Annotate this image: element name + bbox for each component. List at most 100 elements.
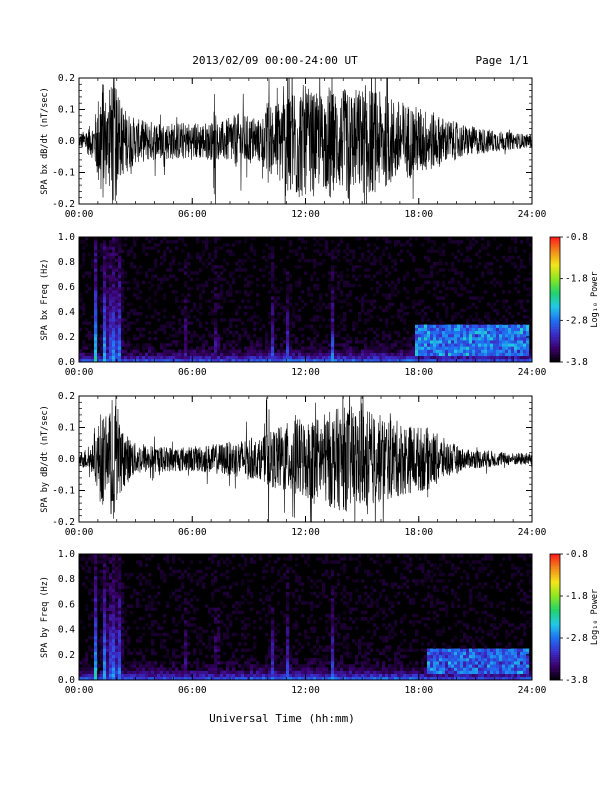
heatmap-cell — [436, 280, 440, 285]
heatmap-cell — [259, 670, 263, 674]
heatmap-cell — [244, 557, 248, 561]
heatmap-cell — [175, 594, 179, 599]
heatmap-cell — [208, 623, 212, 627]
heatmap-cell — [256, 610, 260, 615]
heatmap-cell — [289, 566, 293, 571]
heatmap-cell — [334, 249, 338, 253]
heatmap-cell — [88, 352, 92, 357]
heatmap-cell — [328, 617, 332, 621]
heatmap-cell — [340, 557, 344, 561]
heatmap-cell — [286, 287, 290, 291]
heatmap-cell — [418, 346, 422, 350]
heatmap-cell — [508, 255, 512, 260]
heatmap-cell — [112, 299, 116, 303]
heatmap-cell — [508, 330, 512, 335]
heatmap-cell — [325, 572, 329, 577]
heatmap-cell — [313, 670, 317, 674]
heatmap-cell — [343, 566, 347, 571]
heatmap-cell — [85, 657, 89, 662]
heatmap-cell — [286, 651, 290, 656]
heatmap-cell — [283, 330, 287, 335]
heatmap-cell — [115, 667, 119, 671]
heatmap-cell — [136, 312, 140, 316]
heatmap-cell — [319, 262, 323, 266]
heatmap-cell — [262, 676, 266, 681]
heatmap-cell — [208, 642, 212, 646]
heatmap-cell — [385, 246, 389, 250]
heatmap-cell — [208, 240, 212, 244]
heatmap-cell — [430, 246, 434, 250]
heatmap-cell — [184, 327, 188, 332]
heatmap-cell — [106, 246, 110, 250]
heatmap-cell — [85, 283, 89, 288]
heatmap-cell — [337, 620, 341, 624]
heatmap-cell — [97, 255, 101, 260]
heatmap-cell — [118, 654, 122, 659]
heatmap-cell — [478, 262, 482, 266]
heatmap-cell — [262, 355, 266, 360]
heatmap-cell — [298, 280, 302, 285]
heatmap-cell — [358, 670, 362, 674]
heatmap-cell — [262, 352, 266, 357]
heatmap-cell — [106, 642, 110, 646]
heatmap-cell — [301, 645, 305, 649]
heatmap-cell — [445, 324, 449, 328]
heatmap-cell — [271, 657, 275, 662]
heatmap-cell — [277, 572, 281, 577]
heatmap-cell — [211, 358, 215, 363]
heatmap-cell — [211, 333, 215, 338]
heatmap-cell — [169, 673, 173, 678]
heatmap-cell — [220, 337, 224, 341]
heatmap-cell — [343, 352, 347, 357]
heatmap-cell — [283, 661, 287, 665]
heatmap-cell — [100, 327, 104, 332]
heatmap-cell — [106, 333, 110, 338]
heatmap-cell — [214, 318, 218, 322]
heatmap-cell — [427, 290, 431, 294]
heatmap-cell — [166, 240, 170, 244]
heatmap-cell — [319, 346, 323, 350]
heatmap-cell — [88, 579, 92, 583]
heatmap-cell — [301, 346, 305, 350]
heatmap-cell — [247, 333, 251, 338]
heatmap-cell — [103, 246, 107, 250]
heatmap-cell — [181, 355, 185, 360]
heatmap-cell — [457, 358, 461, 363]
heatmap-cell — [319, 579, 323, 583]
heatmap-cell — [97, 352, 101, 357]
heatmap-cell — [520, 337, 524, 341]
heatmap-cell — [214, 280, 218, 285]
heatmap-cell — [106, 296, 110, 300]
heatmap-cell — [193, 315, 197, 319]
heatmap-cell — [79, 349, 83, 353]
heatmap-cell — [280, 237, 284, 241]
heatmap-cell — [388, 664, 392, 668]
heatmap-cell — [175, 639, 179, 643]
heatmap-cell — [247, 648, 251, 652]
heatmap-cell — [457, 271, 461, 275]
heatmap-cell — [214, 617, 218, 621]
heatmap-cell — [94, 290, 98, 294]
heatmap-cell — [103, 299, 107, 303]
heatmap-cell — [112, 290, 116, 294]
heatmap-cell — [136, 661, 140, 665]
heatmap-cell — [523, 349, 527, 353]
heatmap-cell — [199, 358, 203, 363]
heatmap-cell — [526, 327, 530, 332]
heatmap-cell — [187, 299, 191, 303]
heatmap-cell — [100, 355, 104, 360]
heatmap-cell — [103, 676, 107, 681]
heatmap-cell — [199, 305, 203, 310]
heatmap-cell — [172, 327, 176, 332]
heatmap-cell — [91, 337, 95, 341]
heatmap-cell — [484, 330, 488, 335]
heatmap-cell — [322, 249, 326, 253]
heatmap-cell — [400, 617, 404, 621]
heatmap-cell — [157, 563, 161, 567]
heatmap-cell — [121, 594, 125, 599]
heatmap-cell — [109, 321, 113, 325]
heatmap-cell — [91, 265, 95, 269]
heatmap-cell — [151, 604, 155, 608]
heatmap-cell — [286, 569, 290, 574]
heatmap-cell — [232, 632, 236, 637]
